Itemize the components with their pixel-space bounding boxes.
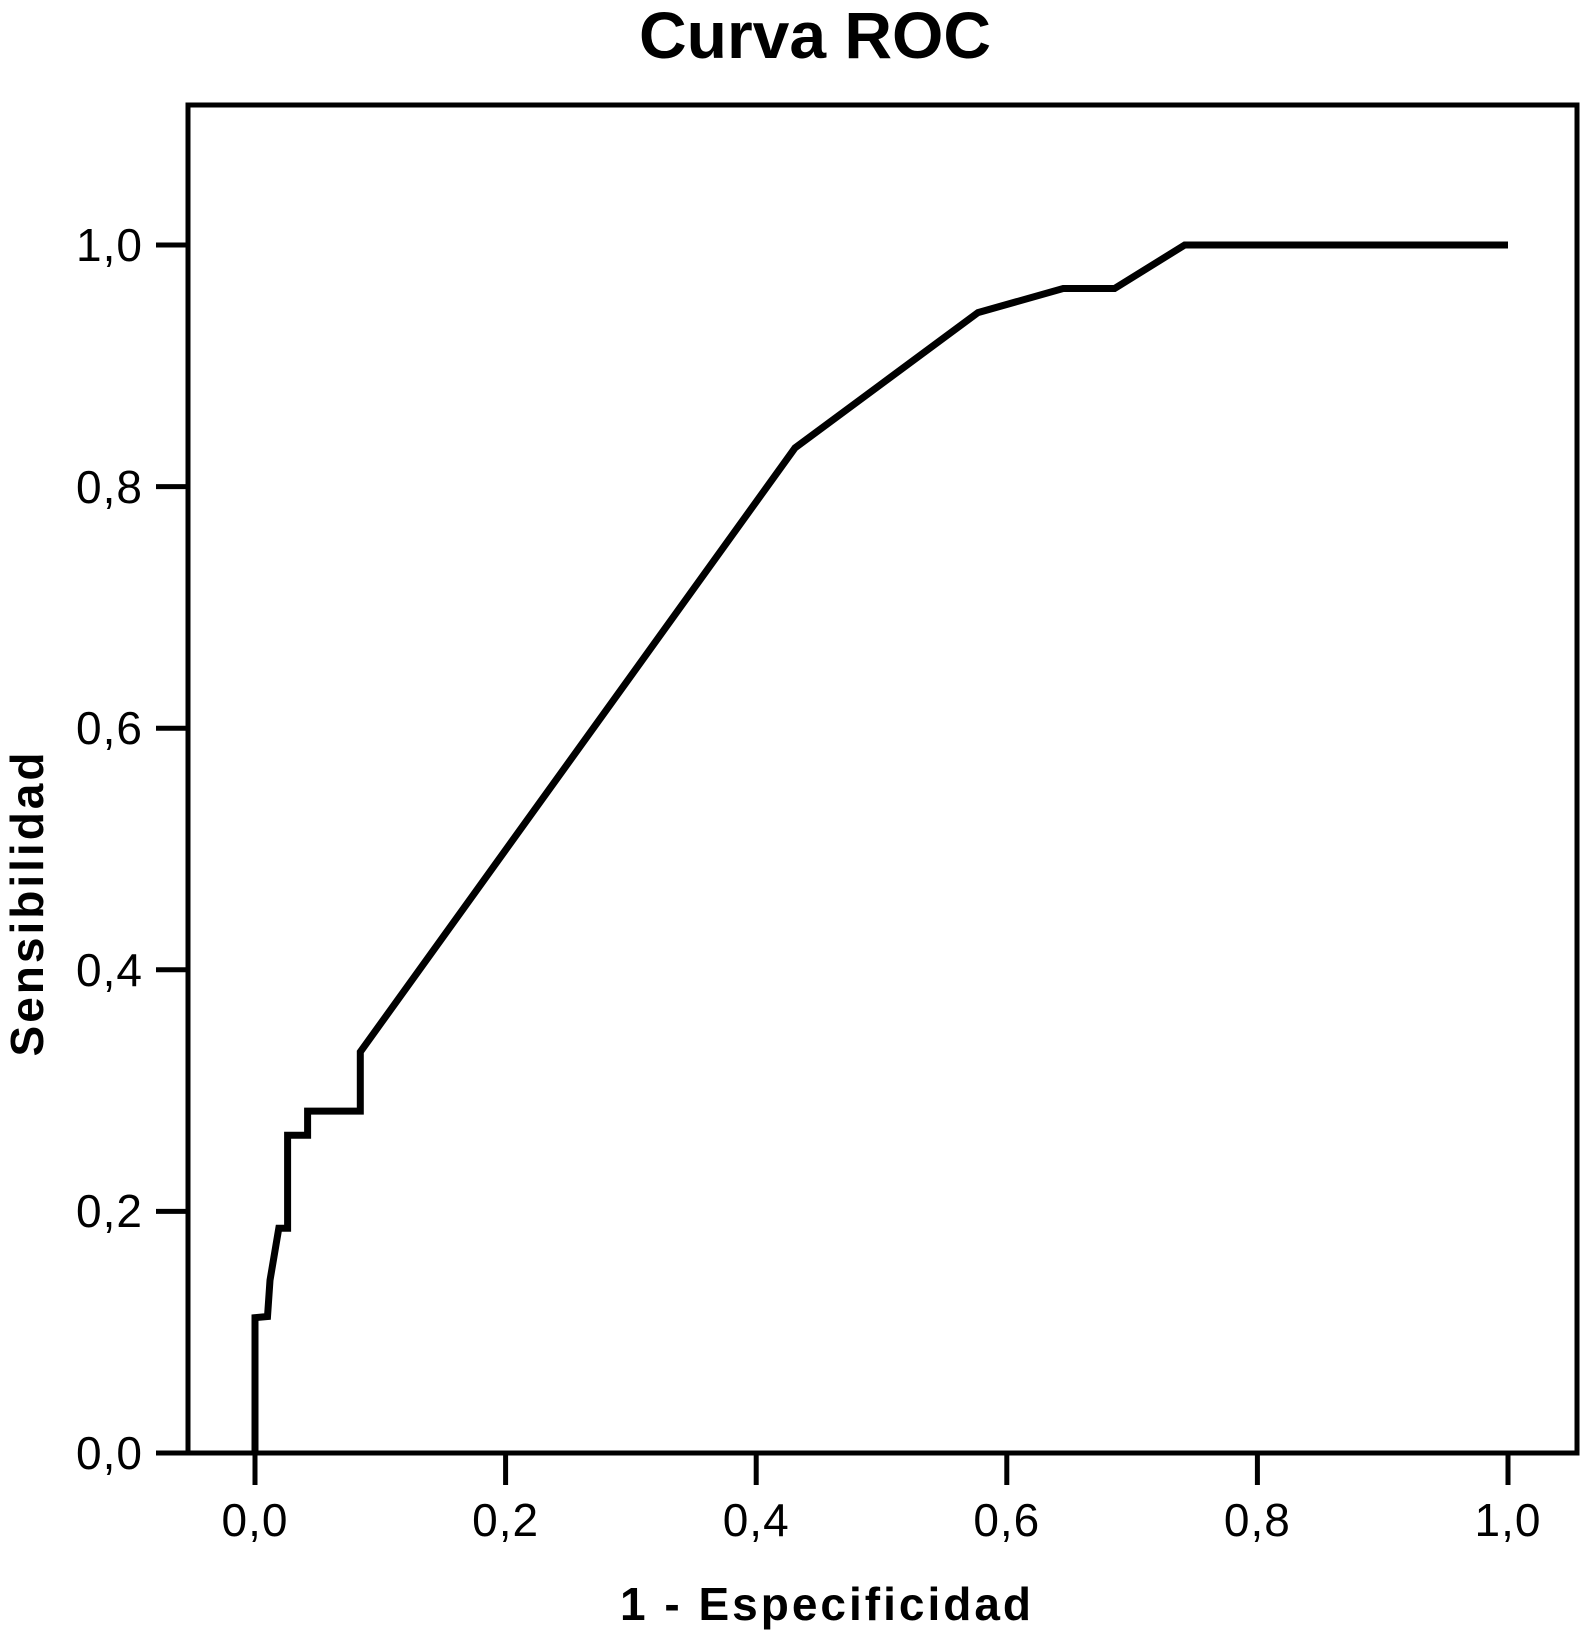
x-axis-title: 1 - Especificidad	[619, 1578, 1035, 1630]
x-tick-label: 1,0	[1474, 1494, 1542, 1546]
x-tick-label: 0,8	[1223, 1494, 1291, 1546]
y-tick-label: 1,0	[76, 219, 143, 271]
y-tick-label: 0,2	[76, 1185, 143, 1238]
plot-border	[185, 102, 1580, 1456]
roc-curve-line	[251, 241, 1508, 1453]
chart-title: Curva ROC	[638, 0, 992, 72]
x-tick-label: 0,4	[722, 1494, 790, 1546]
y-tick-label: 0,6	[76, 702, 143, 755]
x-tick-label: 0,6	[973, 1494, 1041, 1546]
y-tick-label: 0,0	[76, 1427, 143, 1479]
y-tick-label: 0,4	[76, 943, 143, 996]
y-tick-label: 0,8	[76, 460, 143, 513]
x-tick-label: 0,0	[221, 1494, 289, 1546]
x-tick-label: 0,2	[472, 1494, 540, 1546]
